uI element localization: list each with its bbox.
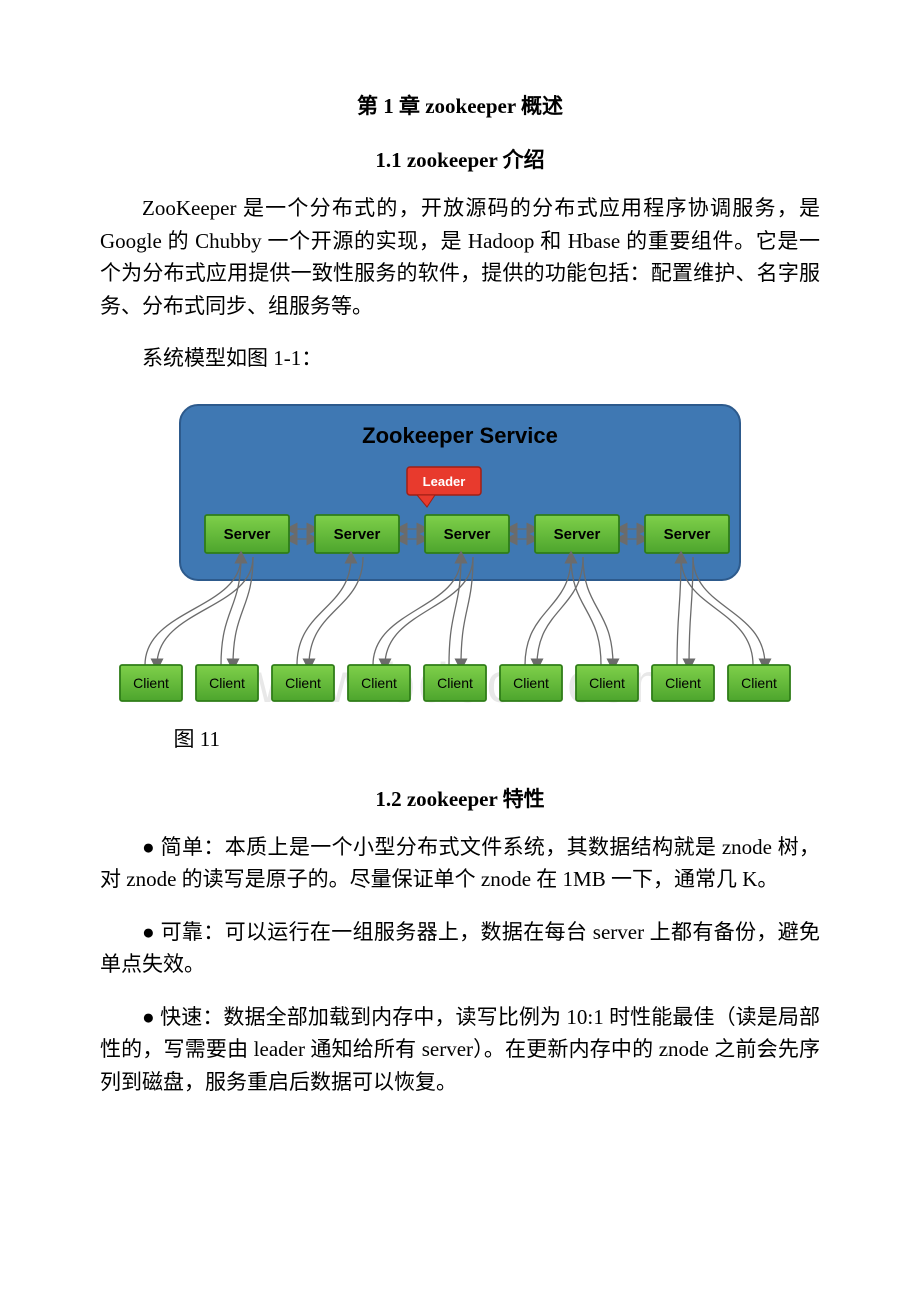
svg-text:Client: Client: [209, 675, 245, 691]
svg-text:Client: Client: [741, 675, 777, 691]
svg-text:Client: Client: [513, 675, 549, 691]
svg-text:Server: Server: [664, 526, 711, 543]
svg-text:Server: Server: [444, 526, 491, 543]
svg-text:Client: Client: [361, 675, 397, 691]
figure-caption: 图 11: [100, 723, 820, 753]
chapter-title: 第 1 章 zookeeper 概述: [100, 90, 820, 120]
svg-text:Server: Server: [554, 526, 601, 543]
svg-text:Server: Server: [334, 526, 381, 543]
svg-text:Client: Client: [285, 675, 321, 691]
svg-text:Leader: Leader: [423, 474, 466, 489]
architecture-diagram: Zookeeper Service Leader Server Server Serve…: [110, 395, 810, 715]
svg-text:Client: Client: [437, 675, 473, 691]
svg-text:Zookeeper Service: Zookeeper Service: [362, 423, 558, 448]
feature-bullet-fast: ● 快速：数据全部加载到内存中，读写比例为 10:1 时性能最佳（读是局部性的，…: [100, 1001, 820, 1099]
intro-paragraph: ZooKeeper 是一个分布式的，开放源码的分布式应用程序协调服务，是 Goo…: [100, 192, 820, 322]
svg-text:Client: Client: [133, 675, 169, 691]
section-1-title: 1.1 zookeeper 介绍: [100, 144, 820, 174]
model-reference-paragraph: 系统模型如图 1-1：: [100, 342, 820, 375]
svg-text:Server: Server: [224, 526, 271, 543]
section-2-title: 1.2 zookeeper 特性: [100, 783, 820, 813]
feature-bullet-simple: ● 简单：本质上是一个小型分布式文件系统，其数据结构就是 znode 树，对 z…: [100, 831, 820, 896]
svg-text:Client: Client: [589, 675, 625, 691]
feature-bullet-reliable: ● 可靠：可以运行在一组服务器上，数据在每台 server 上都有备份，避免单点…: [100, 916, 820, 981]
svg-text:Client: Client: [665, 675, 701, 691]
